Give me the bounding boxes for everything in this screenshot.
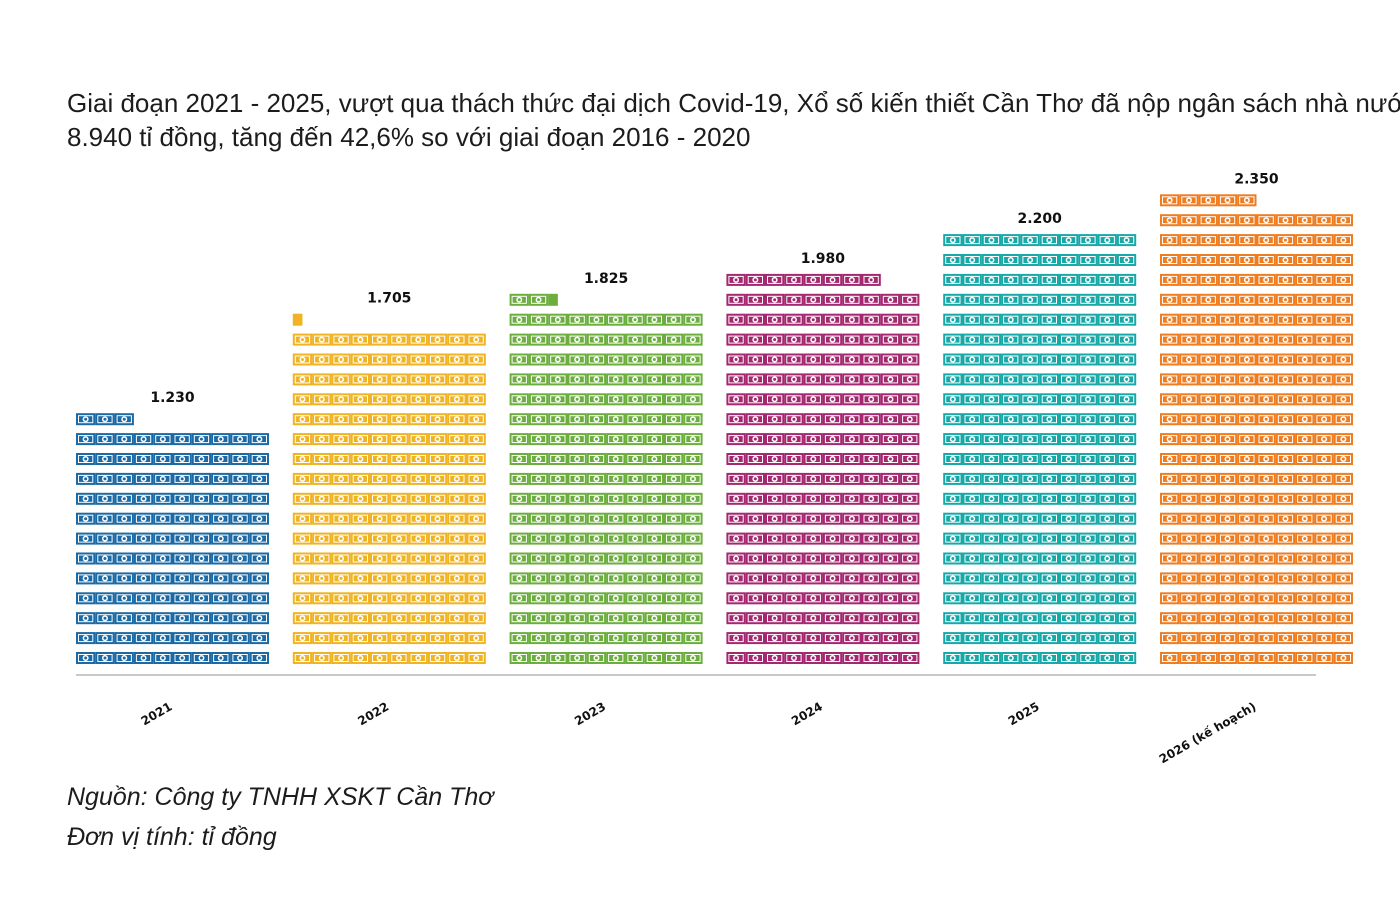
- category-label-2023: 2023: [572, 699, 608, 728]
- value-label-2023: 1.825: [584, 271, 628, 287]
- bar-2024: [726, 273, 920, 664]
- value-label-2026 (kế hoạch): 2.350: [1234, 171, 1279, 187]
- value-label-2022: 1.705: [367, 291, 411, 307]
- bar-2021: [76, 413, 269, 664]
- category-label-2025: 2025: [1006, 699, 1042, 728]
- category-label-2022: 2022: [355, 699, 391, 728]
- unit-note: Đơn vị tính: tỉ đồng: [67, 823, 277, 851]
- chart-title-line-2: 8.940 tỉ đồng, tăng đến 42,6% so với gia…: [67, 122, 751, 152]
- value-label-2024: 1.980: [801, 251, 846, 267]
- bar-2026 (kế hoạch): [1160, 194, 1353, 664]
- category-label-2026 (kế hoạch): 2026 (kế hoạch): [1157, 699, 1259, 766]
- bar-2025: [943, 234, 1137, 664]
- category-label-2024: 2024: [789, 699, 825, 728]
- chart-title-line-1: Giai đoạn 2021 - 2025, vượt qua thách th…: [67, 88, 1400, 118]
- category-label-2021: 2021: [139, 699, 175, 728]
- chart-title: Giai đoạn 2021 - 2025, vượt qua thách th…: [67, 86, 1400, 154]
- value-label-2021: 1.230: [150, 390, 195, 406]
- bar-2022: [292, 313, 486, 664]
- bar-2023: [509, 293, 703, 664]
- source-note: Nguồn: Công ty TNHH XSKT Cần Thơ: [67, 783, 494, 811]
- value-label-2025: 2.200: [1018, 211, 1063, 227]
